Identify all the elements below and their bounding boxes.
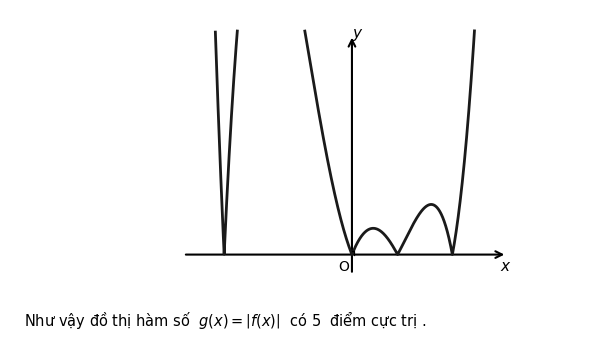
Text: O: O xyxy=(339,259,349,274)
Text: x: x xyxy=(500,259,509,274)
Text: y: y xyxy=(352,26,361,41)
Text: Như vậy đồ thị hàm số  $g(x)=\left|f(x)\right|$  có 5  điểm cực trị .: Như vậy đồ thị hàm số $g(x)=\left|f(x)\r… xyxy=(24,309,426,331)
